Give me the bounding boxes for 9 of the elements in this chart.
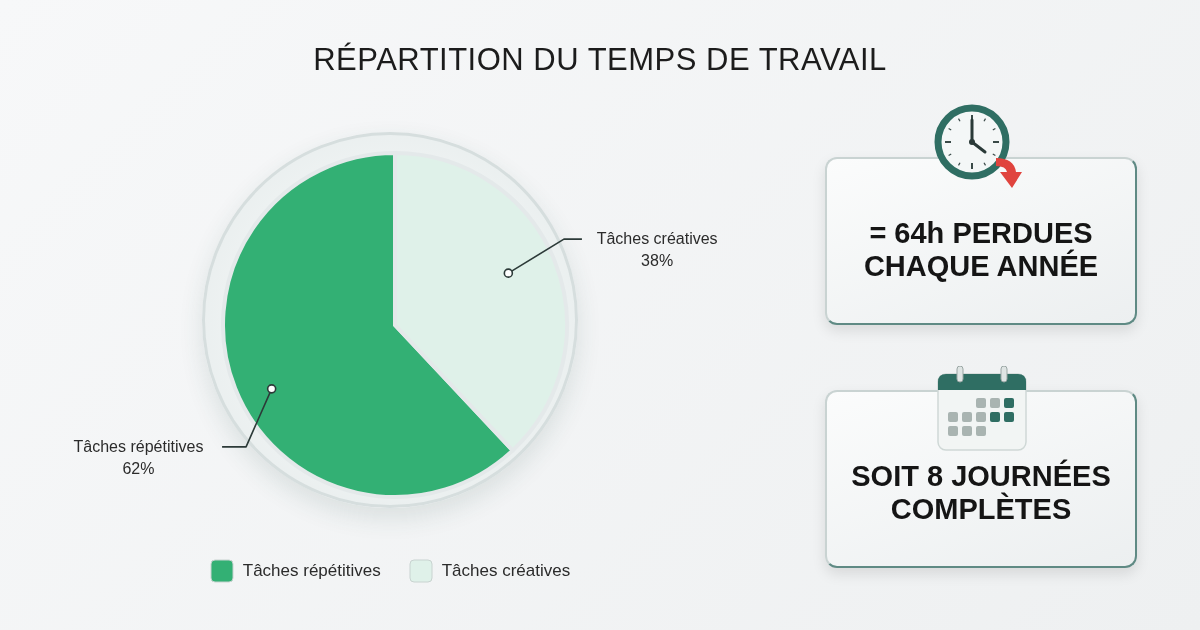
- text: SOIT 8 JOURNÉES COMPLÈTES: [850, 460, 1112, 526]
- legend-label: Tâches répétitives: [242, 561, 381, 581]
- slice-label: Tâches répétitives: [73, 437, 204, 455]
- slice-label: Tâches créatives: [596, 230, 718, 248]
- data-label: 62%: [122, 459, 155, 477]
- legend-label: Tâches créatives: [441, 561, 571, 581]
- data-label: 38%: [641, 252, 674, 270]
- text: = 64h PERDUES CHAQUE ANNÉE: [862, 217, 1100, 283]
- chart-title: RÉPARTITION DU TEMPS DE TRAVAIL: [312, 42, 888, 78]
